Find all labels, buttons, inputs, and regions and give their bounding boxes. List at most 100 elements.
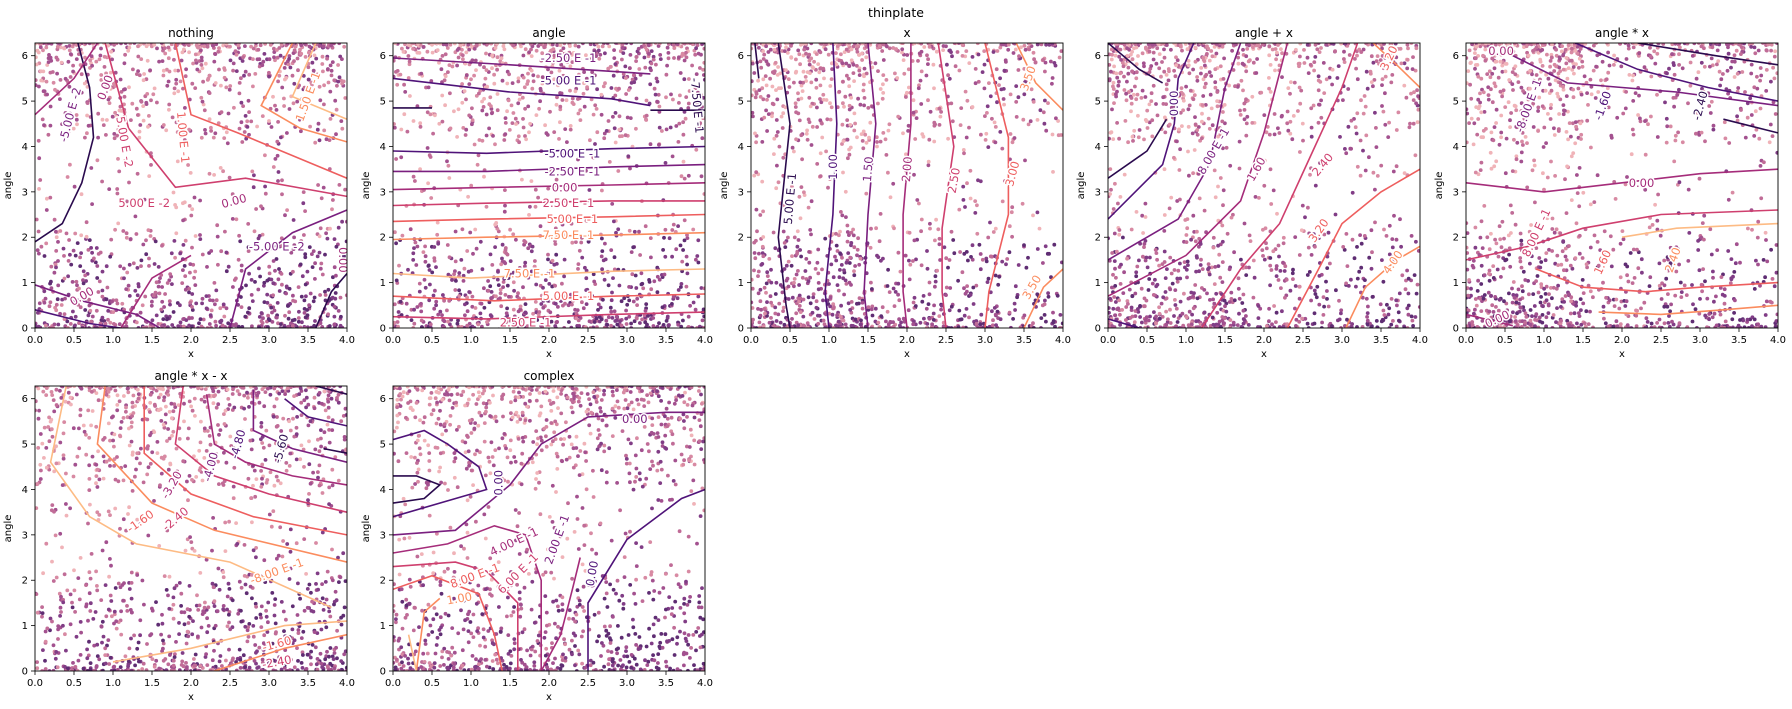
scatter-point bbox=[475, 162, 480, 167]
scatter-point bbox=[609, 64, 613, 69]
scatter-point bbox=[916, 86, 921, 91]
scatter-point bbox=[329, 68, 334, 73]
scatter-point bbox=[670, 302, 674, 306]
scatter-point bbox=[666, 51, 671, 55]
scatter-point bbox=[150, 318, 155, 323]
scatter-point bbox=[632, 80, 637, 85]
scatter-point bbox=[493, 46, 498, 50]
scatter-point bbox=[247, 110, 252, 114]
scatter-point bbox=[1276, 278, 1281, 282]
scatter-point bbox=[651, 316, 656, 320]
scatter-point bbox=[1212, 301, 1217, 306]
scatter-point bbox=[685, 271, 690, 276]
scatter-point bbox=[339, 119, 344, 123]
scatter-point bbox=[1173, 74, 1178, 79]
scatter-point bbox=[1052, 61, 1057, 65]
scatter-point bbox=[837, 89, 842, 94]
scatter-point bbox=[68, 322, 73, 326]
scatter-point bbox=[953, 64, 958, 69]
scatter-point bbox=[988, 290, 993, 295]
scatter-point bbox=[213, 81, 218, 85]
scatter-point bbox=[1247, 265, 1251, 270]
scatter-point bbox=[1377, 43, 1382, 46]
scatter-point bbox=[1345, 264, 1350, 268]
scatter-point bbox=[498, 287, 503, 292]
scatter-point bbox=[523, 134, 527, 138]
scatter-point bbox=[921, 294, 926, 298]
scatter-point bbox=[280, 178, 284, 183]
scatter-point bbox=[442, 325, 446, 328]
scatter-point bbox=[1045, 251, 1050, 256]
scatter-point bbox=[523, 47, 528, 52]
scatter-point bbox=[980, 257, 985, 262]
scatter-point bbox=[1326, 304, 1331, 309]
scatter-point bbox=[1132, 46, 1136, 51]
scatter-point bbox=[440, 54, 445, 58]
scatter-point bbox=[800, 157, 804, 162]
scatter-point bbox=[815, 162, 820, 166]
scatter-point bbox=[698, 125, 703, 130]
scatter-point bbox=[194, 58, 198, 63]
scatter-point bbox=[191, 262, 196, 267]
scatter-point bbox=[310, 60, 315, 65]
scatter-point bbox=[526, 246, 531, 251]
scatter-point bbox=[122, 159, 127, 163]
scatter-point bbox=[181, 43, 186, 46]
scatter-point bbox=[602, 277, 607, 282]
scatter-point bbox=[1164, 102, 1168, 106]
scatter-point bbox=[213, 319, 218, 324]
scatter-point bbox=[303, 282, 308, 287]
scatter-point bbox=[1053, 324, 1057, 328]
scatter-point bbox=[36, 138, 41, 143]
scatter-point bbox=[596, 302, 601, 307]
scatter-point bbox=[91, 43, 95, 46]
scatter-point bbox=[405, 129, 410, 134]
scatter-point bbox=[858, 102, 863, 107]
scatter-point bbox=[1283, 295, 1287, 300]
scatter-point bbox=[239, 305, 244, 309]
scatter-point bbox=[978, 252, 983, 256]
scatter-point bbox=[534, 48, 539, 53]
scatter-point bbox=[267, 57, 272, 62]
contour-label: 1.50 bbox=[860, 156, 876, 183]
scatter-point bbox=[1011, 317, 1015, 321]
scatter-point bbox=[38, 45, 43, 50]
scatter-point bbox=[674, 247, 679, 252]
scatter-point bbox=[194, 43, 199, 48]
scatter-point bbox=[537, 106, 541, 111]
scatter-point bbox=[958, 317, 963, 322]
scatter-point bbox=[949, 101, 954, 106]
scatter-point bbox=[1134, 270, 1139, 275]
scatter-point bbox=[190, 308, 195, 312]
scatter-point bbox=[952, 43, 957, 45]
scatter-point bbox=[173, 68, 178, 73]
scatter-point bbox=[37, 251, 41, 256]
scatter-point bbox=[964, 49, 969, 53]
scatter-point bbox=[219, 318, 224, 323]
scatter-point bbox=[258, 274, 262, 279]
scatter-point bbox=[106, 309, 111, 313]
scatter-point bbox=[893, 71, 897, 76]
contour-label: -5.00 E -2 bbox=[56, 86, 84, 144]
scatter-point bbox=[576, 262, 581, 266]
scatter-point bbox=[170, 282, 174, 286]
scatter-point bbox=[846, 251, 851, 256]
scatter-point bbox=[839, 263, 844, 267]
scatter-point bbox=[583, 265, 587, 270]
scatter-point bbox=[625, 302, 630, 307]
scatter-point bbox=[999, 87, 1004, 92]
scatter-point bbox=[861, 129, 866, 134]
scatter-point bbox=[124, 235, 129, 240]
scatter-point bbox=[407, 62, 412, 67]
scatter-point bbox=[851, 71, 856, 75]
scatter-point bbox=[480, 138, 485, 143]
scatter-point bbox=[174, 81, 179, 86]
scatter-point bbox=[761, 209, 765, 214]
scatter-point bbox=[567, 320, 571, 324]
scatter-point bbox=[253, 72, 258, 76]
scatter-point bbox=[406, 54, 411, 58]
scatter-point bbox=[874, 135, 879, 140]
scatter-point bbox=[859, 132, 864, 137]
scatter-point bbox=[428, 112, 433, 117]
scatter-point bbox=[886, 128, 891, 133]
